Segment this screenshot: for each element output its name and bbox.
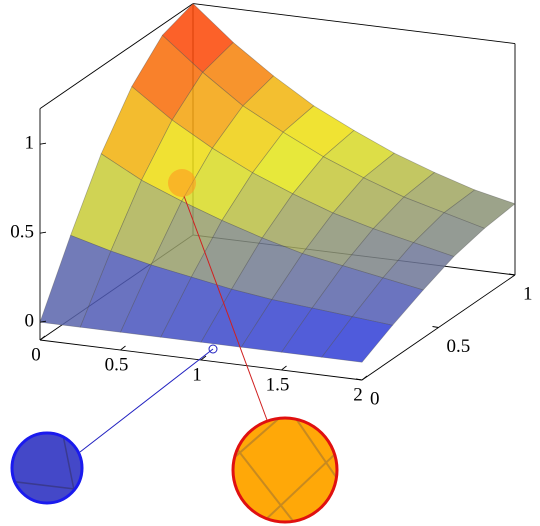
x-tick (200, 355, 207, 361)
x-tick-label: 2 (353, 384, 363, 405)
spy-link (183, 195, 268, 421)
surface (39, 3, 516, 363)
z-tick-label: 0 (25, 311, 35, 332)
x-tick-label: 0 (31, 344, 41, 365)
box-edge (39, 3, 194, 109)
x-tick (120, 345, 126, 351)
x-tick (281, 365, 287, 371)
y-tick-label: 1 (523, 283, 533, 304)
z-tick (39, 231, 47, 234)
z-tick-label: 1 (25, 133, 35, 154)
z-tick-label: 0.5 (10, 222, 34, 243)
y-tick (432, 326, 439, 328)
x-tick (361, 375, 368, 381)
spy-lens-rim (10, 431, 84, 505)
y-tick-label: 0 (370, 388, 380, 409)
spy-lens (233, 418, 337, 522)
spy-decor (10, 169, 339, 524)
y-tick-label: 0.5 (447, 336, 471, 357)
spy-lens-rim (231, 416, 339, 524)
spy-source (208, 344, 218, 354)
x-tick-label: 0.5 (105, 354, 129, 375)
z-tick (39, 320, 47, 323)
surface-patch (321, 316, 394, 363)
spy-link (79, 348, 214, 453)
surface-patch (351, 277, 424, 326)
z-tick (39, 142, 47, 145)
box-edge (192, 3, 516, 45)
x-tick-label: 1 (192, 364, 202, 385)
surface-patch (382, 242, 455, 291)
y-tick (508, 273, 516, 276)
spy-lens (12, 433, 82, 503)
surface-patch (443, 189, 516, 229)
spy-source (168, 169, 196, 197)
x-tick-label: 1.5 (266, 374, 290, 395)
y-tick (355, 378, 363, 381)
x-tick (39, 335, 46, 341)
